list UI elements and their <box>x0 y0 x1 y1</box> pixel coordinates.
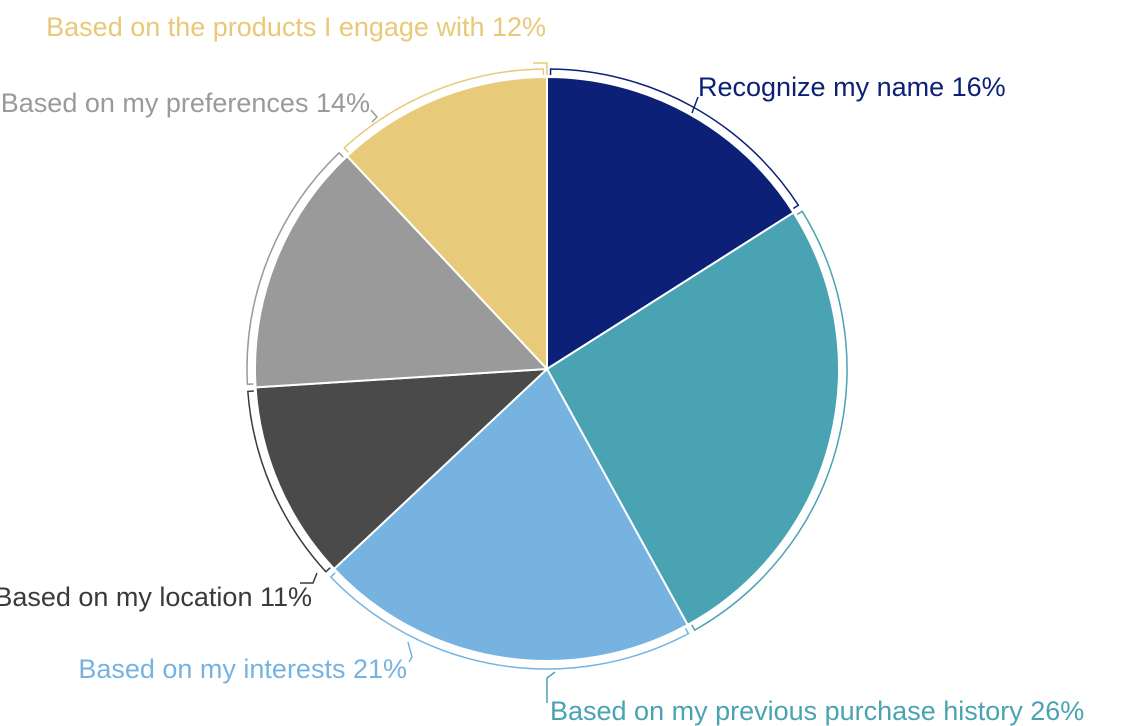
slice-label: Based on my previous purchase history 26… <box>550 696 1084 726</box>
pie-slice <box>254 155 548 389</box>
label-brackets <box>246 62 848 703</box>
label-bracket <box>343 68 545 153</box>
slice-label: Based on my preferences 14% <box>1 88 370 118</box>
label-bracket <box>246 151 344 386</box>
label-leader-line <box>300 572 318 584</box>
label-bracket <box>247 390 331 573</box>
label-leader-line <box>546 671 556 703</box>
slice-label: Based on my location 11% <box>0 582 312 612</box>
pie-slice <box>546 211 840 626</box>
slice-labels: Recognize my name 16% Based on my previou… <box>0 12 1084 726</box>
label-leader-line <box>691 96 699 114</box>
slice-label: Based on the products I engage with 12% <box>46 12 546 42</box>
pie-slice <box>254 368 548 570</box>
slice-label: Based on my interests 21% <box>78 654 407 684</box>
pie-slices <box>254 76 840 662</box>
pie-slice <box>346 76 548 370</box>
label-leader-line <box>407 641 413 663</box>
pie-slice <box>546 76 795 370</box>
label-bracket <box>691 210 848 632</box>
pie-slice <box>333 368 689 662</box>
label-leader-line <box>533 62 548 75</box>
label-bracket <box>549 68 800 210</box>
label-bracket <box>329 572 690 670</box>
label-leader-line <box>370 109 379 123</box>
slice-label: Recognize my name 16% <box>698 72 1006 102</box>
